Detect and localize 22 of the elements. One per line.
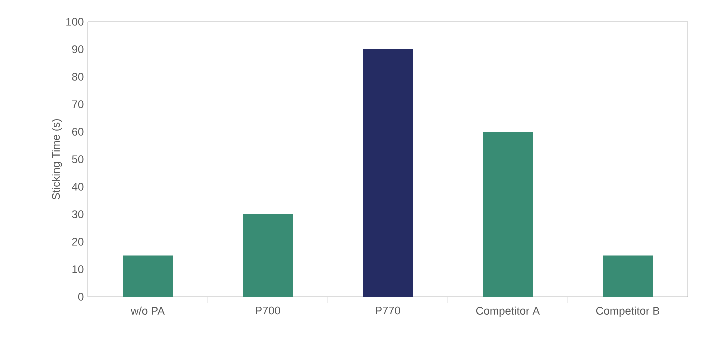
bar [243,214,294,297]
y-axis-title: Sticking Time (s) [52,119,62,200]
y-tick-label: 20 [72,238,84,246]
bar [603,256,654,297]
y-tick-label: 0 [78,293,84,301]
bar [123,256,174,297]
x-tick-label: w/o PA [130,306,165,315]
y-tick-label: 40 [72,183,84,191]
y-tick-label: 60 [72,128,84,136]
y-tick-label: 90 [72,46,84,54]
y-tick-label: 80 [72,73,84,81]
x-tick-label: P770 [376,306,400,315]
x-tick-label: Competitor B [596,306,660,318]
x-tick-label: P700 [256,306,280,315]
y-tick-label: 30 [72,210,84,218]
y-tick-label: 10 [72,266,84,274]
y-tick-label: 50 [72,156,84,164]
x-tick-label: Competitor A [476,306,540,318]
y-tick-label: 70 [72,100,84,108]
bar [363,49,414,297]
y-tick-label: 100 [66,18,84,26]
bar [483,132,534,297]
